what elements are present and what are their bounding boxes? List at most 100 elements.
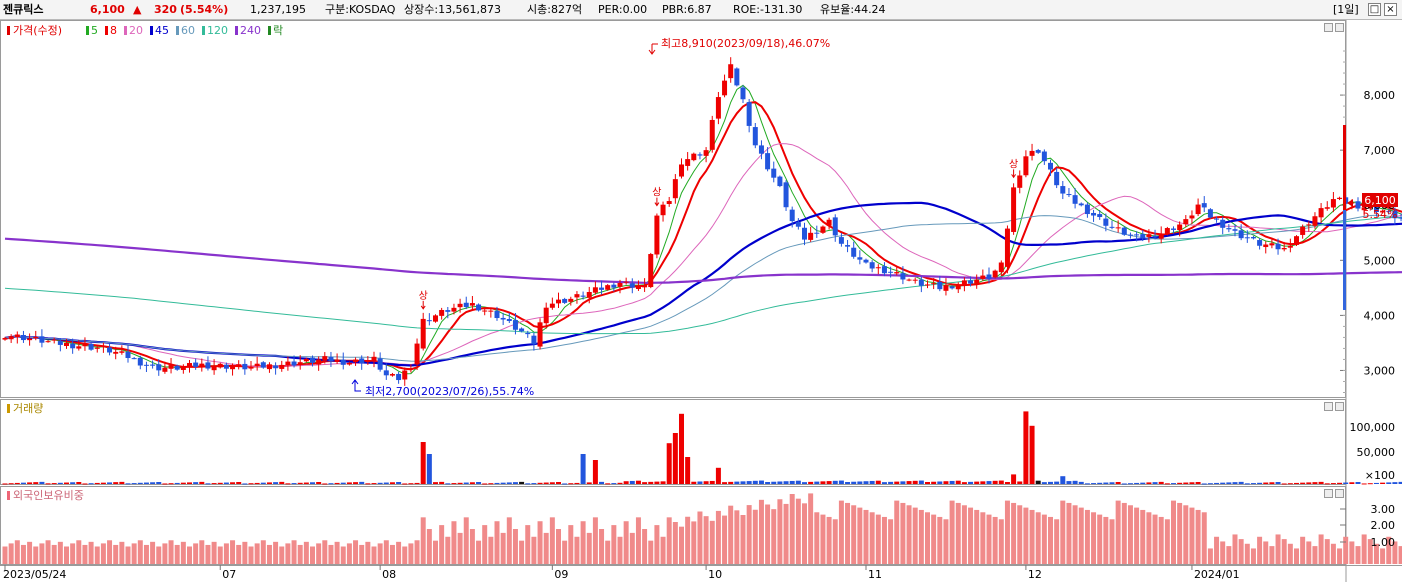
volume-bar: [1023, 411, 1029, 484]
date-label-3: 09: [554, 568, 568, 581]
volume-panel-minimize-button[interactable]: [1324, 402, 1333, 411]
foreign-bar: [838, 500, 844, 564]
volume-bar: [1103, 482, 1109, 484]
candle-body: [260, 362, 266, 368]
foreign-bar: [359, 544, 365, 564]
volume-bar: [888, 481, 894, 484]
current-price-value: 6,100: [1364, 194, 1396, 207]
candle-body: [660, 204, 666, 216]
price-panel-minimize-button[interactable]: [1324, 23, 1333, 32]
volume-tick-2: 50,000: [1357, 446, 1396, 459]
candle-body: [1250, 237, 1256, 239]
candle-body: [463, 302, 469, 308]
foreign-bar: [1017, 505, 1023, 564]
volume-bar: [1232, 482, 1238, 484]
foreign-panel-minimize-button[interactable]: [1324, 489, 1333, 498]
volume-bar: [1306, 482, 1312, 484]
volume-bar: [377, 482, 383, 484]
foreign-bar: [949, 500, 955, 564]
candle-body: [1060, 186, 1066, 194]
candle-body: [525, 332, 531, 335]
foreign-bar: [1121, 502, 1127, 564]
candle-body: [580, 295, 586, 297]
candle-body: [76, 346, 82, 349]
volume-bar: [1054, 481, 1060, 484]
period-selector[interactable]: [1일]: [1333, 3, 1359, 16]
foreign-bar: [728, 505, 734, 564]
volume-bar: [445, 483, 451, 485]
legend-ma-240: 240: [240, 24, 261, 37]
candle-body: [445, 310, 451, 312]
volume-bar: [1004, 482, 1010, 484]
foreign-bar: [531, 536, 537, 564]
restore-button[interactable]: □: [1368, 3, 1381, 16]
volume-bar: [33, 482, 39, 484]
candle-body: [869, 262, 875, 269]
volume-bar: [771, 481, 777, 484]
volume-bar: [1017, 481, 1023, 484]
foreign-bar: [57, 541, 63, 564]
price-panel-maximize-button[interactable]: [1335, 23, 1344, 32]
candle-body: [1238, 230, 1244, 239]
candle-body: [863, 259, 869, 263]
volume-title: 거래량: [13, 402, 43, 415]
stock-name[interactable]: 젠큐릭스: [3, 3, 44, 16]
foreign-bars: [2, 493, 1402, 564]
foreign-bar: [1263, 541, 1269, 564]
foreign-bar: [1275, 534, 1281, 564]
volume-bar: [1084, 483, 1090, 485]
volume-bar: [1195, 482, 1201, 484]
candle-body: [931, 283, 937, 285]
foreign-bar: [974, 509, 980, 564]
close-button[interactable]: ×: [1384, 3, 1397, 16]
volume-bar: [814, 481, 820, 484]
candle-body: [1164, 228, 1170, 235]
candle-body: [439, 309, 445, 316]
foreign-bar: [20, 544, 26, 564]
volume-panel-maximize-button[interactable]: [1335, 402, 1344, 411]
ma-line-240: [4, 237, 1402, 284]
foreign-bar: [875, 514, 881, 564]
volume-bar: [199, 481, 205, 484]
foreign-bar: [107, 540, 113, 564]
candle-body: [27, 338, 33, 341]
candle-body: [642, 285, 648, 288]
candle-body: [777, 176, 783, 187]
foreign-bar: [679, 526, 684, 564]
date-axis: 2023/05/24 07 08 09 10 11 12 2024/01: [3, 565, 1240, 581]
limit-up-mark: 상: [419, 290, 428, 302]
volume-bar: [1244, 483, 1250, 485]
price-panel[interactable]: [0, 20, 1346, 398]
foreign-bar: [8, 543, 14, 564]
volume-bar: [285, 483, 291, 485]
volume-bar: [291, 483, 297, 485]
candle-body: [94, 347, 100, 349]
foreign-bar: [365, 541, 371, 564]
candle-body: [1158, 233, 1164, 239]
candle-body: [1201, 203, 1207, 208]
volume-bar: [1287, 483, 1293, 485]
volume-bar: [1091, 483, 1097, 485]
foreign-bar: [574, 536, 580, 564]
foreign-bar: [1343, 536, 1349, 564]
foreign-panel-maximize-button[interactable]: [1335, 489, 1344, 498]
candle-body: [568, 298, 574, 302]
volume-bar: [795, 480, 801, 484]
volume-bar: [254, 482, 260, 484]
stock-chart[interactable]: 가격(수정) 5 8 20 45 60 120 240 락 최고8,910(2023/09/1…: [0, 20, 1402, 582]
candle-body: [1207, 209, 1213, 218]
candle-body: [125, 351, 131, 359]
volume-bar: [482, 483, 488, 485]
foreign-bar: [346, 543, 352, 564]
volume-bar: [1171, 483, 1176, 485]
volume-bar: [820, 481, 826, 484]
candle-body: [697, 154, 703, 156]
foreign-bar: [334, 541, 340, 564]
volume-bar: [519, 481, 525, 484]
foreign-bar: [488, 536, 494, 564]
candle-body: [1054, 171, 1060, 186]
foreign-bar: [291, 540, 297, 564]
foreign-bar: [1195, 509, 1201, 564]
foreign-bar: [1048, 516, 1053, 564]
volume-bar: [531, 483, 537, 485]
